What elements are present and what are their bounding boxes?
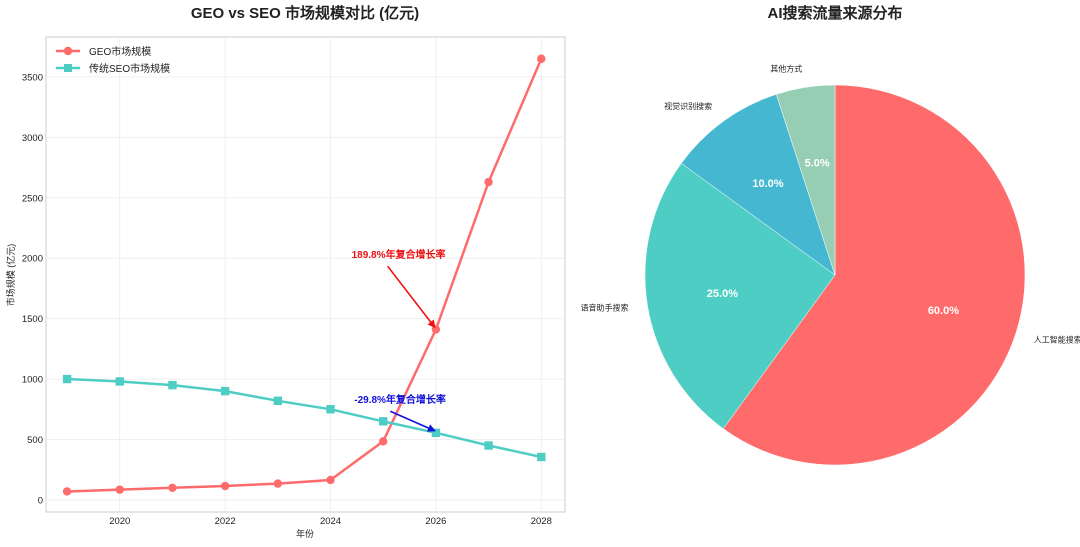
data-point-geo: [220, 481, 230, 491]
x-tick-label: 2026: [425, 516, 446, 527]
data-point-geo: [379, 437, 388, 446]
series-line-seo: [67, 377, 542, 459]
pie-slice: [722, 84, 1026, 466]
data-point-seo: [115, 377, 124, 386]
line-legend: GEO市场规模 传统SEO市场规模: [56, 45, 170, 75]
series-line-geo: [67, 58, 543, 493]
y-tick-label: 1500: [22, 314, 43, 325]
data-point-geo: [537, 54, 546, 63]
pie-category-label: 视觉识别搜索: [664, 101, 712, 111]
line-chart: GEO vs SEO 市场规模对比 (亿元) 2020 2022 2024 2026 2…: [5, 4, 566, 539]
line-x-axis-label: 年份: [296, 528, 314, 539]
pie-chart-title: AI搜索流量来源分布: [767, 4, 902, 22]
line-annotations: 189.8%年复合增长率 -29.8%年复合增长率: [352, 248, 446, 432]
x-tick-label: 2024: [320, 516, 341, 527]
y-tick-label: 3500: [22, 72, 43, 83]
y-tick-label: 2500: [22, 193, 43, 204]
pie-slice: [644, 162, 836, 430]
data-point-seo: [484, 441, 493, 450]
data-point-geo: [484, 177, 493, 187]
pie-slice: [775, 84, 836, 276]
annotation-text: 189.8%年复合增长率: [352, 248, 446, 261]
data-point-seo: [431, 428, 441, 438]
annotation-text: -29.8%年复合增长率: [354, 393, 446, 406]
data-point-geo: [273, 479, 283, 488]
pie-percent-label: 60.0%: [928, 305, 959, 317]
annotation-arrow: [389, 410, 436, 432]
data-point-geo: [62, 487, 72, 496]
data-point-seo: [168, 380, 177, 390]
x-tick-label: 2022: [215, 516, 236, 527]
x-tick-label: 2028: [531, 516, 552, 527]
data-point-geo: [431, 325, 441, 334]
line-chart-title: GEO vs SEO 市场规模对比 (亿元): [191, 4, 419, 22]
pie-slices: [644, 84, 1026, 466]
y-tick-label: 3000: [22, 133, 43, 144]
data-point-seo: [220, 386, 230, 396]
legend-label-seo: 传统SEO市场规模: [89, 62, 170, 75]
data-point-geo: [115, 485, 124, 494]
legend-marker-geo: [63, 46, 73, 56]
y-tick-label: 2000: [22, 254, 43, 265]
legend-label-geo: GEO市场规模: [89, 45, 151, 58]
y-tick-label: 500: [27, 435, 43, 446]
data-point-seo: [326, 405, 335, 414]
line-series: [62, 54, 546, 496]
pie-category-label: 语音助手搜索: [581, 303, 629, 313]
x-tick-label: 2020: [109, 516, 130, 527]
pie-percent-label: 5.0%: [805, 157, 830, 169]
line-grid: [46, 37, 565, 512]
pie-slice: [680, 93, 836, 276]
line-y-axis-label: 市场规模 (亿元): [5, 244, 16, 307]
line-plot-area: [45, 36, 566, 513]
pie-category-label: 其他方式: [770, 64, 802, 74]
data-point-geo: [168, 483, 177, 493]
pie-labels: 60.0% 人工智能搜索 25.0% 语音助手搜索 10.0% 视觉识别搜索 5.0% 其他方…: [581, 64, 1080, 345]
annotation-arrow: [386, 265, 436, 329]
legend-marker-seo: [64, 64, 72, 72]
pie-percent-label: 10.0%: [752, 178, 783, 190]
data-point-seo: [537, 452, 546, 462]
y-tick-label: 1000: [22, 375, 43, 386]
data-point-geo: [326, 475, 335, 485]
pie-percent-label: 25.0%: [707, 288, 738, 300]
data-point-seo: [379, 417, 388, 426]
line-ticks: 2020 2022 2024 2026 2028 0 500 1000 1500 2000 2500…: [22, 72, 552, 527]
pie-chart: AI搜索流量来源分布 60.0% 人工智能搜索 25.0% 语音助手搜索 10.0% 视觉…: [581, 4, 1080, 466]
data-point-seo: [273, 396, 283, 406]
data-point-seo: [62, 374, 72, 384]
y-tick-label: 0: [38, 495, 43, 506]
pie-category-label: 人工智能搜索: [1034, 335, 1080, 345]
